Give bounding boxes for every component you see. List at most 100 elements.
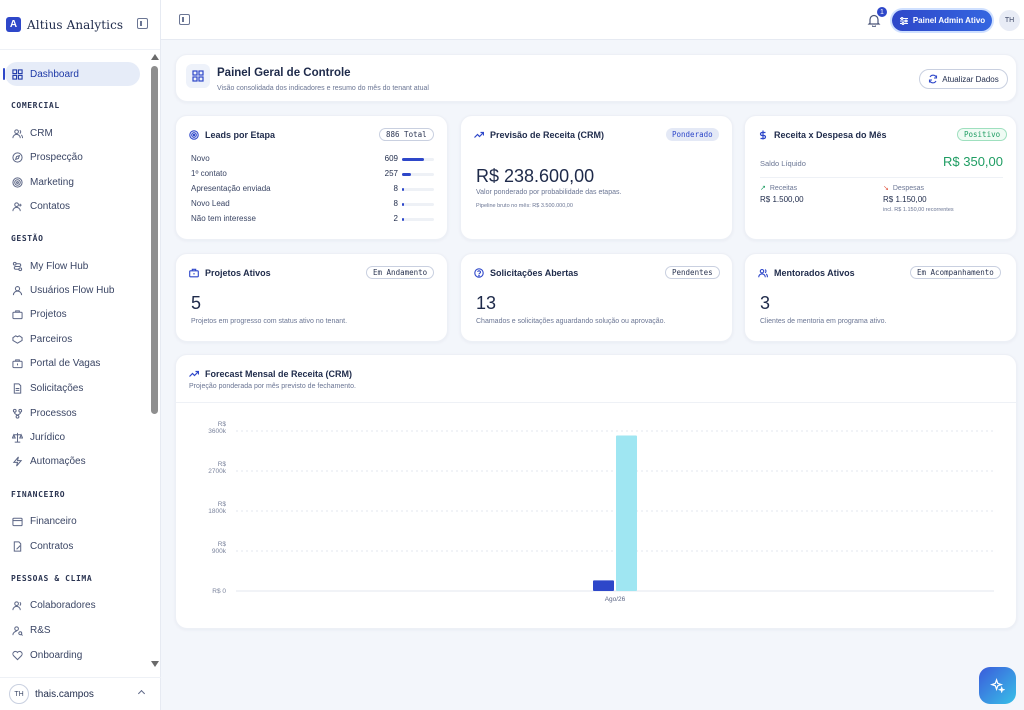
handshake-icon [12, 334, 23, 345]
lead-progress-fill [402, 173, 412, 176]
sidebar-item-label: Financeiro [30, 515, 77, 527]
chart-subtitle: Projeção ponderada por mês previsto de f… [189, 383, 356, 390]
status-badge: Em Acompanhamento [910, 266, 1001, 279]
list-item: Novo 609 [191, 154, 434, 166]
sidebar-item-label: Parceiros [30, 333, 73, 345]
sidebar-scrollbar[interactable] [150, 54, 159, 670]
target-icon [189, 130, 199, 140]
sidebar-item-my-flow-hub[interactable]: My Flow Hub [5, 254, 140, 278]
card-title-text: Leads por Etapa [205, 130, 276, 140]
admin-panel-button[interactable]: Painel Admin Ativo [892, 10, 992, 31]
sidebar-item-label: Contratos [30, 540, 74, 552]
sidebar-item-label: Colaboradores [30, 599, 96, 611]
avatar[interactable]: TH [999, 10, 1020, 31]
lead-progress-fill [402, 203, 404, 206]
bell-icon[interactable] [867, 13, 881, 28]
card-title-text: Forecast Mensal de Receita (CRM) [205, 369, 353, 379]
income-value: R$ 1.500,00 [760, 195, 804, 204]
sidebar-item-solicitacoes[interactable]: Solicitações [5, 376, 140, 400]
sidebar-item-automacoes[interactable]: Automações [5, 449, 140, 473]
sidebar-item-projetos[interactable]: Projetos [5, 302, 140, 326]
lead-stage-value: 2 [393, 214, 398, 223]
sidebar-item-label: Projetos [30, 308, 67, 320]
sidebar-item-dashboard[interactable]: Dashboard [3, 62, 140, 86]
card-title: Receita x Despesa do Mês [758, 130, 887, 140]
status-badge: Ponderado [666, 128, 719, 141]
sidebar-item-marketing[interactable]: Marketing [5, 170, 140, 194]
lead-stage-label: Novo [191, 154, 210, 163]
brand[interactable]: A Altius Analytics [0, 0, 160, 50]
page-title: Painel Geral de Controle [217, 67, 351, 79]
sidebar-toggle-icon[interactable] [179, 14, 190, 25]
card-title-text: Solicitações Abertas [490, 268, 579, 278]
pipeline-text: Pipeline bruto no mês: R$ 3.500.000,00 [476, 203, 573, 209]
grid-icon [12, 68, 23, 80]
sidebar-item-label: My Flow Hub [30, 260, 89, 272]
bar-series-0[interactable] [593, 580, 614, 591]
users-icon [12, 128, 23, 139]
trending-up-icon [189, 370, 199, 377]
bar-series-1[interactable] [616, 435, 637, 591]
sidebar-item-onboarding[interactable]: Onboarding [5, 643, 140, 667]
section-title-gestao: GESTÃO [11, 234, 44, 243]
lead-progress-track [402, 158, 434, 161]
list-item: 1º contato 257 [191, 169, 434, 181]
sidebar-item-label: Dashboard [30, 68, 79, 80]
refresh-label: Atualizar Dados [942, 74, 999, 84]
sidebar-item-crm[interactable]: CRM [5, 121, 140, 145]
card-title-text: Projetos Ativos [205, 268, 271, 278]
refresh-button[interactable]: Atualizar Dados [919, 69, 1008, 89]
card-title: Leads por Etapa [189, 130, 275, 140]
lead-stage-value: 609 [384, 154, 398, 163]
scale-icon [12, 432, 23, 443]
team-icon [12, 600, 23, 611]
lead-stage-value: 8 [393, 184, 398, 193]
sidebar-item-usuarios-flow-hub[interactable]: Usuários Flow Hub [5, 278, 140, 302]
sidebar-item-label: Processos [30, 407, 77, 419]
building-icon [12, 358, 23, 369]
arrow-down-right-icon: ↘ [883, 185, 889, 192]
sidebar-item-label: R&S [30, 624, 51, 636]
expense-label: Despesas [892, 184, 925, 192]
sidebar-item-rs[interactable]: R&S [5, 618, 140, 642]
chevron-up-icon [137, 689, 146, 698]
ai-assistant-button[interactable] [979, 667, 1016, 704]
scroll-thumb[interactable] [151, 66, 158, 414]
card-title: Previsão de Receita (CRM) [474, 130, 604, 140]
sidebar-item-contratos[interactable]: Contratos [5, 534, 140, 558]
card-title: Solicitações Abertas [474, 268, 578, 278]
sidebar-collapse-icon[interactable] [137, 18, 148, 29]
user-menu[interactable]: TH thais.campos [0, 677, 161, 710]
card-title-text: Mentorados Ativos [774, 268, 855, 278]
sidebar-item-colaboradores[interactable]: Colaboradores [5, 593, 140, 617]
divider [176, 402, 1016, 403]
sliders-icon [899, 16, 908, 25]
file-icon [12, 382, 23, 394]
sidebar-item-parceiros[interactable]: Parceiros [5, 327, 140, 351]
x-tick-label: Ago/26 [605, 596, 626, 603]
sidebar-item-contatos[interactable]: Contatos [5, 194, 140, 218]
sidebar-item-juridico[interactable]: Jurídico [5, 425, 140, 449]
mentees-card: Mentorados Ativos Em Acompanhamento 3 Cl… [744, 253, 1017, 342]
sparkles-icon [990, 678, 1005, 693]
leads-card: Leads por Etapa 886 Total Novo 609 1º cont… [175, 115, 448, 240]
scroll-down-icon[interactable] [151, 661, 159, 667]
sidebar-item-portal-de-vagas[interactable]: Portal de Vagas [5, 351, 140, 375]
sidebar-item-label: Contatos [30, 200, 71, 212]
user-search-icon [12, 625, 23, 636]
card-title: Mentorados Ativos [758, 268, 855, 278]
lightning-icon [12, 456, 23, 467]
sidebar-item-financeiro[interactable]: Financeiro [5, 509, 140, 533]
help-circle-icon [474, 268, 484, 278]
refresh-icon [929, 74, 938, 84]
sidebar-item-processos[interactable]: Processos [5, 401, 140, 425]
section-title-pessoas: PESSOAS & CLIMA [11, 574, 93, 583]
y-tick-label: R$ 2700k [208, 461, 226, 475]
mentees-value: 3 [760, 293, 771, 313]
briefcase-icon [189, 268, 199, 278]
scroll-up-icon[interactable] [151, 54, 159, 60]
forecast-chart: R$ 0 R$ 900k R$ 1800k R$ 2700k R$ 3600k Ago/26 [208, 421, 994, 603]
sidebar-item-prospeccao[interactable]: Prospecção [5, 145, 140, 169]
list-item: Apresentação enviada 8 [191, 184, 434, 196]
mentees-description: Clientes de mentoria em programa ativo. [760, 318, 887, 325]
